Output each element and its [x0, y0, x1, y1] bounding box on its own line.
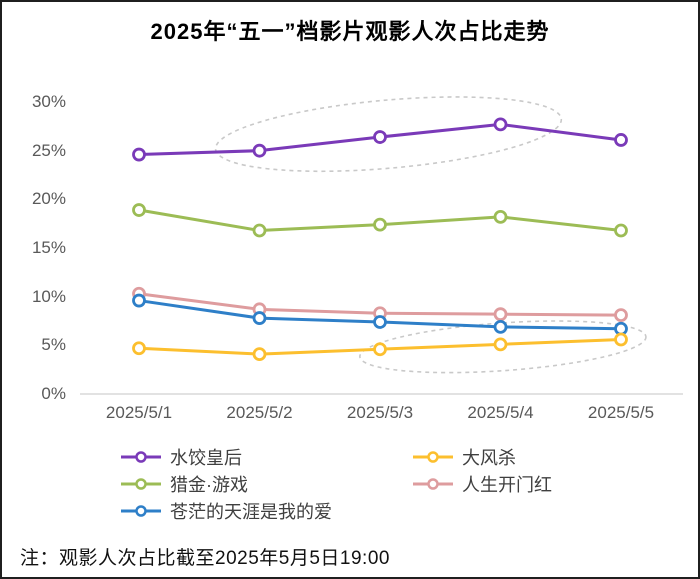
y-tick-label: 5% — [41, 335, 66, 355]
y-tick-label: 0% — [41, 384, 66, 403]
data-point — [493, 117, 508, 132]
x-tick-label: 2025/5/4 — [467, 403, 534, 422]
legend-column-right: 大风杀 人生开门红 — [412, 446, 552, 500]
data-point — [373, 130, 387, 144]
data-point — [614, 223, 628, 238]
data-point — [614, 332, 628, 347]
data-point — [252, 223, 267, 238]
data-point — [614, 133, 628, 147]
data-point — [132, 293, 146, 308]
legend-marker-icon — [121, 451, 161, 463]
data-point — [493, 209, 508, 224]
footnote: 注：观影人次占比截至2025年5月5日19:00 — [20, 548, 390, 569]
data-point — [252, 311, 267, 325]
data-point — [373, 315, 387, 329]
x-tick-label: 2025/5/3 — [346, 403, 414, 422]
data-point — [373, 217, 387, 232]
legend-marker-icon — [121, 478, 161, 490]
y-tick-label: 20% — [31, 189, 66, 209]
chart-title: 2025年“五一”档影片观影人次占比走势 — [150, 19, 550, 44]
y-tick-label: 10% — [31, 286, 66, 306]
x-tick-label: 2025/5/1 — [105, 403, 173, 422]
y-tick-label: 30% — [31, 92, 66, 111]
legend-marker-icon — [413, 451, 453, 463]
legend-column-left: 水饺皇后猎金·游戏苍茫的天涯是我的爱 — [120, 446, 332, 527]
legend-label: 苍茫的天涯是我的爱 — [170, 502, 332, 522]
legend-marker-icon — [413, 478, 453, 490]
data-point — [493, 307, 508, 322]
legend-label: 人生开门红 — [462, 475, 552, 495]
y-tick-label: 25% — [31, 140, 66, 160]
data-point — [493, 319, 508, 334]
legend-item: 大风杀 — [412, 446, 552, 468]
legend-item: 苍茫的天涯是我的爱 — [120, 500, 332, 522]
highlight-ellipse — [214, 96, 563, 173]
data-point — [132, 341, 146, 356]
x-tick-label: 2025/5/5 — [587, 403, 655, 422]
legend-item: 人生开门红 — [412, 473, 552, 495]
x-tick-label: 2025/5/2 — [226, 403, 293, 422]
data-point — [493, 337, 508, 352]
legend-label: 猎金·游戏 — [170, 475, 248, 495]
legend-marker-icon — [121, 505, 161, 517]
legend-label: 水饺皇后 — [170, 448, 242, 468]
highlight-ellipse — [359, 320, 647, 374]
legend-label: 大风杀 — [462, 448, 516, 468]
data-point — [252, 347, 267, 361]
data-point — [614, 308, 628, 323]
y-tick-label: 15% — [31, 238, 66, 257]
data-point — [252, 143, 267, 158]
data-point — [132, 203, 146, 217]
legend-item: 猎金·游戏 — [120, 473, 332, 495]
data-point — [132, 147, 146, 162]
legend-item: 水饺皇后 — [120, 446, 332, 468]
data-point — [373, 342, 387, 357]
